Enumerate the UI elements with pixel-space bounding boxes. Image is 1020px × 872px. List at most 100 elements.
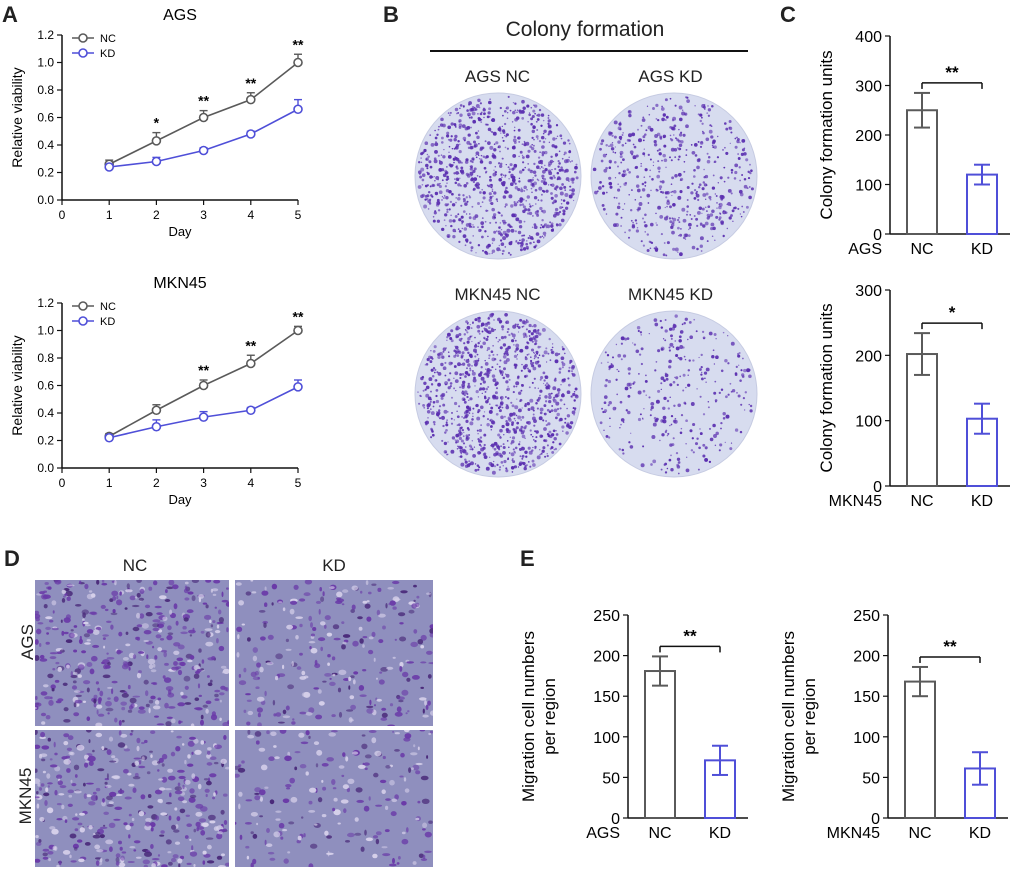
group-label: MKN45 bbox=[829, 493, 882, 510]
colony-dots bbox=[599, 314, 753, 475]
x-tick-label: 5 bbox=[295, 208, 302, 222]
bar-nc bbox=[906, 109, 938, 235]
transwell-panel: NC KD AGS MKN45 bbox=[0, 546, 440, 872]
y-tick-label: 100 bbox=[855, 414, 882, 431]
colony-formation-title: Colony formation bbox=[505, 18, 665, 41]
x-tick-label-nc: NC bbox=[908, 825, 931, 842]
y-tick-label: 0.2 bbox=[37, 166, 54, 180]
colony-dish-ags-nc bbox=[414, 92, 582, 260]
y-tick-label: 0 bbox=[871, 811, 880, 828]
stained-cells bbox=[35, 580, 229, 726]
data-point-kd bbox=[246, 129, 256, 139]
data-point-nc bbox=[246, 358, 256, 369]
data-point-kd bbox=[293, 104, 303, 115]
y-tick-label: 0.4 bbox=[37, 138, 54, 152]
significance-marker: ** bbox=[293, 36, 304, 52]
significance-marker: ** bbox=[198, 362, 209, 378]
x-tick-label: 4 bbox=[247, 208, 254, 222]
x-tick-label: 3 bbox=[200, 208, 207, 222]
transwell-col-kd: KD bbox=[322, 556, 346, 575]
x-tick-label-kd: KD bbox=[969, 825, 991, 842]
x-tick-label: 1 bbox=[106, 208, 113, 222]
significance-marker: ** bbox=[293, 308, 304, 324]
legend-marker bbox=[78, 48, 88, 58]
bar-chart-ags-migration: 0 50 100 150 200 250 Migration cell numbers per… bbox=[520, 608, 748, 842]
x-tick-label-nc: NC bbox=[910, 493, 933, 510]
x-tick-label-kd: KD bbox=[971, 241, 993, 258]
legend-marker bbox=[78, 33, 88, 43]
legend-entry-kd: KD bbox=[100, 48, 115, 60]
y-tick-label: 400 bbox=[855, 29, 882, 46]
colony-dish-ags-kd bbox=[590, 92, 758, 260]
colony-dish-mkn45-nc bbox=[414, 310, 582, 478]
y-tick-label: 0.2 bbox=[37, 434, 54, 448]
transwell-image-ags-nc bbox=[35, 580, 229, 726]
y-tick-label: 100 bbox=[593, 730, 620, 747]
dish-label-ags-kd: AGS KD bbox=[638, 67, 703, 86]
dish-label-ags-nc: AGS NC bbox=[464, 67, 531, 86]
y-tick-label: 50 bbox=[862, 770, 880, 787]
y-tick-label: 200 bbox=[853, 649, 880, 666]
y-tick-label: 200 bbox=[855, 348, 882, 365]
y-tick-label: 0.4 bbox=[37, 406, 54, 420]
colony-dots bbox=[417, 312, 579, 475]
data-point-kd bbox=[198, 145, 209, 156]
y-tick-label: 0 bbox=[611, 811, 620, 828]
group-label: AGS bbox=[848, 241, 882, 258]
colony-formation-panel: Colony formation AGS NC AGS KD MKN45 NC … bbox=[395, 0, 775, 530]
y-tick-label: 1.0 bbox=[37, 56, 54, 70]
legend-entry-kd: KD bbox=[100, 316, 115, 328]
bar-chart-ags-colony: 0 100 200 300 400 Colony formation units NC KD A… bbox=[817, 29, 1010, 258]
x-tick-label-kd: KD bbox=[709, 825, 731, 842]
x-tick-label: 4 bbox=[247, 476, 254, 490]
data-point-kd bbox=[198, 412, 209, 422]
stained-cells bbox=[35, 730, 229, 867]
significance-marker: ** bbox=[245, 337, 256, 353]
y-tick-label: 0.8 bbox=[37, 351, 54, 365]
y-tick-label: 0.0 bbox=[37, 461, 54, 475]
legend-entry-nc: NC bbox=[100, 301, 116, 313]
y-tick-label: 100 bbox=[853, 730, 880, 747]
y-tick-label: 100 bbox=[855, 178, 882, 195]
data-point-kd bbox=[246, 405, 256, 416]
panel-label-a: A bbox=[2, 2, 18, 27]
x-tick-label: 0 bbox=[59, 476, 66, 490]
panel-label-d: D bbox=[4, 546, 20, 571]
y-tick-label: 300 bbox=[855, 283, 882, 300]
y-tick-label: 0.6 bbox=[37, 111, 54, 125]
dish-plate bbox=[414, 92, 582, 260]
x-tick-label: 0 bbox=[59, 208, 66, 222]
data-point-kd bbox=[104, 162, 114, 172]
bar-chart-mkn45-colony: 0 100 200 300 Colony formation units NC KD MKN4… bbox=[817, 283, 1010, 510]
y-axis-label: Migration cell numbers per region bbox=[780, 631, 819, 802]
y-tick-label: 0 bbox=[873, 227, 882, 244]
data-point-nc bbox=[151, 136, 162, 146]
colony-dots bbox=[592, 96, 754, 257]
x-tick-label: 2 bbox=[153, 476, 160, 490]
y-axis-label: Relative viability bbox=[9, 67, 25, 167]
colony-dots bbox=[417, 95, 579, 256]
bar-chart-mkn45-migration: 0 50 100 150 200 250 Migration cell numbers per… bbox=[780, 608, 1008, 842]
x-tick-label: 1 bbox=[106, 476, 113, 490]
y-axis-label: Migration cell numbers per region bbox=[520, 631, 559, 802]
significance-marker: * bbox=[949, 303, 956, 322]
y-tick-label: 0.6 bbox=[37, 379, 54, 393]
y-axis-label: Colony formation units bbox=[817, 50, 836, 219]
legend-marker bbox=[78, 301, 88, 311]
data-point-kd bbox=[293, 382, 303, 392]
y-tick-label: 0.0 bbox=[37, 193, 54, 207]
y-tick-label: 250 bbox=[853, 608, 880, 625]
legend-marker bbox=[78, 316, 88, 326]
transwell-image-ags-kd bbox=[235, 580, 433, 726]
significance-marker: ** bbox=[945, 63, 959, 82]
x-tick-label-kd: KD bbox=[971, 493, 993, 510]
bar-nc bbox=[906, 353, 938, 487]
colony-dish-mkn45-kd bbox=[590, 310, 758, 478]
transwell-image-mkn45-nc bbox=[35, 730, 229, 867]
y-axis-label: Colony formation units bbox=[817, 303, 836, 472]
significance-marker: ** bbox=[683, 626, 697, 645]
x-tick-label-nc: NC bbox=[910, 241, 933, 258]
transwell-row-mkn45: MKN45 bbox=[16, 767, 35, 825]
panel-label-e: E bbox=[520, 546, 535, 571]
data-point-nc bbox=[246, 94, 256, 105]
